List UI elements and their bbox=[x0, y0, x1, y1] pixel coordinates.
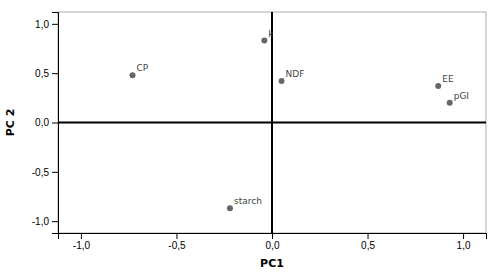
point-label: CP bbox=[137, 63, 149, 73]
tick-mark bbox=[463, 233, 464, 239]
tick-mark bbox=[176, 233, 177, 239]
point-label: pGI bbox=[454, 91, 469, 101]
point-label: NDF bbox=[286, 69, 305, 79]
points bbox=[130, 38, 453, 212]
y-axis: -1,0 -0,5 0,0 0,5 1,0 bbox=[32, 13, 59, 234]
tick: 0,5 bbox=[361, 233, 375, 251]
tick: -1,0 bbox=[73, 233, 91, 251]
point bbox=[279, 78, 285, 84]
tick-label: 0,0 bbox=[266, 240, 280, 251]
tick: -0,5 bbox=[32, 167, 58, 178]
chart: -1,0 -0,5 0,0 0,5 1,0 -1,0 -0,5 0,0 0,5 1,0 k CP NDF… bbox=[0, 0, 500, 275]
tick-mark bbox=[52, 221, 58, 222]
point-label: EE bbox=[442, 74, 454, 84]
tick: 0,5 bbox=[35, 68, 58, 79]
tick-mark bbox=[52, 172, 58, 173]
tick: 0,0 bbox=[266, 233, 280, 251]
x-axis: -1,0 -0,5 0,0 0,5 1,0 bbox=[59, 233, 487, 251]
axis-line bbox=[59, 234, 487, 240]
plot: -1,0 -0,5 0,0 0,5 1,0 -1,0 -0,5 0,0 0,5 1,0 k CP NDF… bbox=[32, 12, 487, 251]
y-axis-title: PC 2 bbox=[4, 109, 17, 137]
plot-frame bbox=[58, 12, 486, 233]
tick: -0,5 bbox=[168, 233, 186, 251]
tick: 0,0 bbox=[35, 117, 58, 128]
tick-label: 1,0 bbox=[457, 240, 471, 251]
tick-mark bbox=[52, 123, 58, 124]
tick-label: 0,5 bbox=[35, 68, 49, 79]
tick-mark bbox=[52, 73, 58, 74]
tick-label: -1,0 bbox=[73, 240, 91, 251]
tick-label: -0,5 bbox=[168, 240, 186, 251]
tick-label: 0,0 bbox=[35, 117, 49, 128]
point bbox=[261, 38, 267, 44]
tick-mark bbox=[52, 24, 58, 25]
point-label: k bbox=[268, 29, 274, 39]
axis-line bbox=[52, 13, 59, 234]
point-labels: k CP NDF EEpGI starch bbox=[137, 29, 470, 207]
point bbox=[130, 72, 136, 78]
point-label: starch bbox=[234, 196, 262, 206]
tick: -1,0 bbox=[32, 216, 58, 227]
tick-mark bbox=[81, 233, 82, 239]
origin-line bbox=[58, 122, 486, 124]
tick-label: -1,0 bbox=[32, 216, 50, 227]
origin-lines bbox=[58, 12, 486, 233]
tick-mark bbox=[368, 233, 369, 239]
x-axis-title: PC1 bbox=[260, 257, 284, 270]
tick: 1,0 bbox=[457, 233, 471, 251]
tick: 1,0 bbox=[35, 19, 58, 30]
point bbox=[435, 83, 441, 89]
point bbox=[227, 205, 233, 211]
tick-label: -0,5 bbox=[32, 167, 50, 178]
tick-label: 1,0 bbox=[35, 19, 49, 30]
tick-label: 0,5 bbox=[361, 240, 375, 251]
tick-mark bbox=[272, 233, 273, 239]
point bbox=[447, 100, 453, 106]
